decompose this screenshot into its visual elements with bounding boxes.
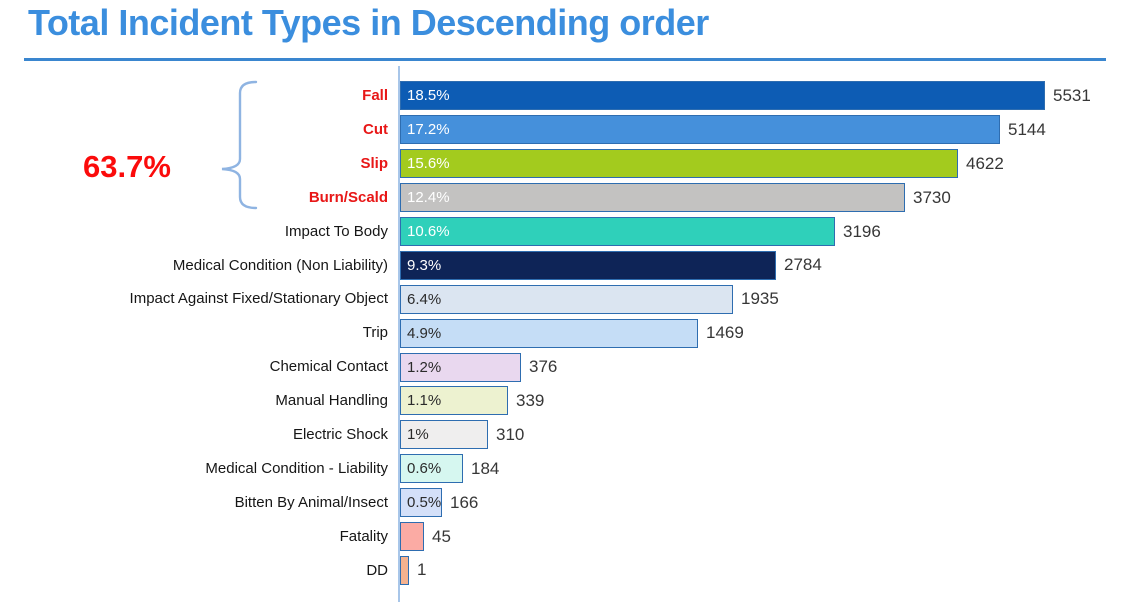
category-label: Fatality: [339, 527, 388, 545]
bar-value-label: 166: [450, 492, 479, 512]
chart-row: Electric Shock 1% 310: [0, 418, 1127, 452]
category-label: Impact Against Fixed/Stationary Object: [129, 290, 388, 308]
chart-row: Trip 4.9% 1469: [0, 316, 1127, 350]
title-underline: [24, 58, 1106, 61]
bar: 9.3%: [400, 250, 776, 280]
chart-row: Cut 17.2% 5144: [0, 113, 1127, 147]
bar-percent-label: 18.5%: [407, 87, 450, 105]
bar-percent-label: 15.6%: [407, 155, 450, 173]
bar: 18.5%: [400, 81, 1045, 111]
bar-area: 1% 310: [397, 418, 1127, 452]
bar-percent-label: 0.5%: [407, 494, 442, 512]
bar-area: 1.2% 376: [397, 350, 1127, 384]
chart-row: Fatality 45: [0, 520, 1127, 554]
axis-baseline: [398, 66, 400, 602]
bar-percent-label: 6.4%: [407, 290, 442, 308]
category-label: Burn/Scald: [308, 188, 388, 206]
bar-value-label: 5531: [1053, 85, 1091, 105]
bar: 1.2%: [400, 352, 521, 382]
category-label: Slip: [360, 154, 388, 172]
bar-rows: Fall 18.5% 5531 Cut 17.2% 5144 Slip 15.6% 4622 Bu…: [0, 79, 1127, 587]
bar: 0.5%: [400, 488, 442, 518]
bar-percent-label: 12.4%: [407, 189, 450, 207]
category-label: Cut: [363, 120, 388, 138]
bar-value-label: 1469: [706, 323, 744, 343]
bar-percent-label: 9.3%: [407, 256, 442, 274]
bar-value-label: 339: [516, 390, 545, 410]
bar: 0.6%: [400, 454, 463, 484]
bar-area: 12.4% 3730: [397, 181, 1127, 215]
bar-area: 1: [397, 553, 1127, 587]
category-label: Chemical Contact: [269, 358, 388, 376]
category-label: Medical Condition (Non Liability): [172, 256, 388, 274]
bar-percent-label: 17.2%: [407, 121, 450, 139]
category-label: Fall: [362, 87, 388, 105]
bar: 12.4%: [400, 183, 905, 213]
bar-value-label: 376: [529, 357, 558, 377]
bar-area: 0.5% 166: [397, 486, 1127, 520]
group-percentage-annotation: 63.7%: [83, 149, 171, 184]
bar: 6.4%: [400, 284, 733, 314]
bar-value-label: 5144: [1008, 119, 1046, 139]
bar-percent-label: 1.1%: [407, 392, 442, 410]
bar-percent-label: 1.2%: [407, 358, 442, 376]
bar-area: 10.6% 3196: [397, 215, 1127, 249]
bar-value-label: 310: [496, 424, 525, 444]
chart-row: Medical Condition - Liability 0.6% 184: [0, 452, 1127, 486]
category-label: Medical Condition - Liability: [205, 459, 388, 477]
chart-row: Impact Against Fixed/Stationary Object 6.…: [0, 282, 1127, 316]
bar-percent-label: 4.9%: [407, 324, 442, 342]
category-label: Manual Handling: [275, 392, 388, 410]
bar-value-label: 1935: [741, 289, 779, 309]
bar: 1%: [400, 420, 488, 450]
bar: [400, 522, 424, 552]
bar: 15.6%: [400, 149, 958, 179]
chart-row: Manual Handling 1.1% 339: [0, 384, 1127, 418]
bar-percent-label: 0.6%: [407, 460, 442, 478]
bar-percent-label: 10.6%: [407, 223, 450, 240]
bar-area: 0.6% 184: [397, 452, 1127, 486]
bar-value-label: 45: [432, 526, 451, 546]
chart-row: DD 1: [0, 553, 1127, 587]
bar: [400, 555, 409, 585]
bar-area: 18.5% 5531: [397, 79, 1127, 113]
category-label: Impact To Body: [284, 222, 388, 240]
bar-area: 45: [397, 520, 1127, 554]
category-label: Bitten By Animal/Insect: [234, 493, 388, 511]
chart-row: Medical Condition (Non Liability) 9.3% 278…: [0, 248, 1127, 282]
chart-row: Bitten By Animal/Insect 0.5% 166: [0, 486, 1127, 520]
chart-row: Slip 15.6% 4622: [0, 147, 1127, 181]
page-title: Total Incident Types in Descending order: [28, 2, 709, 43]
chart-row: Fall 18.5% 5531: [0, 79, 1127, 113]
category-label: Trip: [362, 324, 388, 342]
bar-area: 17.2% 5144: [397, 113, 1127, 147]
bar-value-label: 3730: [913, 187, 951, 207]
bar-value-label: 3196: [843, 221, 881, 241]
bar: 1.1%: [400, 386, 508, 416]
category-label: DD: [366, 561, 388, 579]
bar-value-label: 4622: [966, 153, 1004, 173]
bar-value-label: 184: [471, 458, 500, 478]
bar: 4.9%: [400, 318, 698, 348]
category-label: Electric Shock: [292, 425, 388, 443]
bar-area: 9.3% 2784: [397, 248, 1127, 282]
bar-area: 15.6% 4622: [397, 147, 1127, 181]
bar-percent-label: 1%: [407, 426, 429, 444]
bar-value-label: 1: [417, 560, 427, 580]
bar-area: 1.1% 339: [397, 384, 1127, 418]
chart-row: Impact To Body 10.6% 3196: [0, 215, 1127, 249]
bar-area: 4.9% 1469: [397, 316, 1127, 350]
bar: 17.2%: [400, 115, 1000, 145]
bar-value-label: 2784: [784, 255, 822, 275]
grouping-brace-icon: [221, 80, 258, 210]
chart-row: Burn/Scald 12.4% 3730: [0, 181, 1127, 215]
bar: 10.6%: [400, 217, 835, 246]
chart-row: Chemical Contact 1.2% 376: [0, 350, 1127, 384]
bar-area: 6.4% 1935: [397, 282, 1127, 316]
